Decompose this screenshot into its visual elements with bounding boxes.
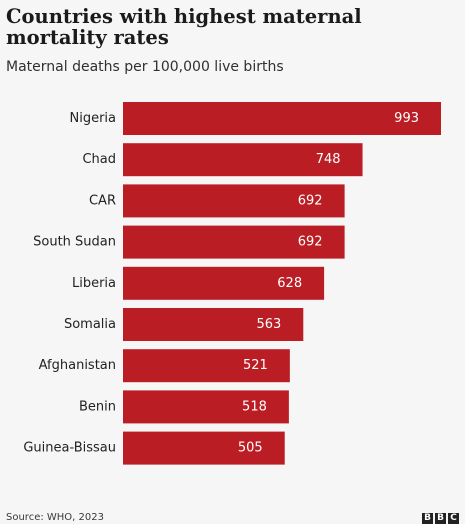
value-label: 993: [394, 111, 419, 126]
chart-subtitle: Maternal deaths per 100,000 live births: [6, 59, 284, 75]
value-label: 518: [242, 399, 267, 414]
category-label: South Sudan: [33, 235, 116, 250]
chart-title: Countries with highest maternal mortalit…: [6, 5, 362, 49]
bar: [123, 266, 325, 300]
value-label: 521: [243, 358, 268, 373]
value-label: 692: [298, 193, 323, 208]
value-label: 628: [277, 276, 302, 291]
bar: [123, 143, 363, 177]
category-label: Chad: [82, 152, 116, 167]
bar: [123, 225, 345, 259]
bbc-logo-letter: C: [448, 513, 459, 524]
value-label: 748: [316, 152, 341, 167]
category-label: Nigeria: [69, 111, 116, 126]
value-label: 505: [238, 441, 263, 456]
value-label: 692: [298, 235, 323, 250]
value-label: 563: [256, 317, 281, 332]
category-label: Afghanistan: [39, 358, 116, 373]
bar: [123, 308, 304, 341]
bar: [123, 102, 441, 135]
bbc-logo: B B C: [422, 513, 459, 524]
bbc-logo-letter: B: [422, 513, 433, 524]
category-label: Somalia: [64, 317, 116, 332]
bar-chart: Nigeria 993 Chad 748 CAR 692 South Sudan 692 Lib…: [23, 102, 441, 465]
category-label: Guinea-Bissau: [23, 441, 116, 456]
category-label: Benin: [79, 399, 116, 414]
bbc-logo-letter: B: [435, 513, 446, 524]
category-label: Liberia: [72, 276, 116, 291]
bar: [123, 349, 290, 383]
category-label: CAR: [89, 193, 116, 208]
source-note: Source: WHO, 2023: [6, 512, 104, 523]
bar: [123, 184, 345, 218]
bar: [123, 390, 289, 424]
bar: [123, 431, 285, 465]
footer: Source: WHO, 2023 B B C: [0, 506, 465, 524]
